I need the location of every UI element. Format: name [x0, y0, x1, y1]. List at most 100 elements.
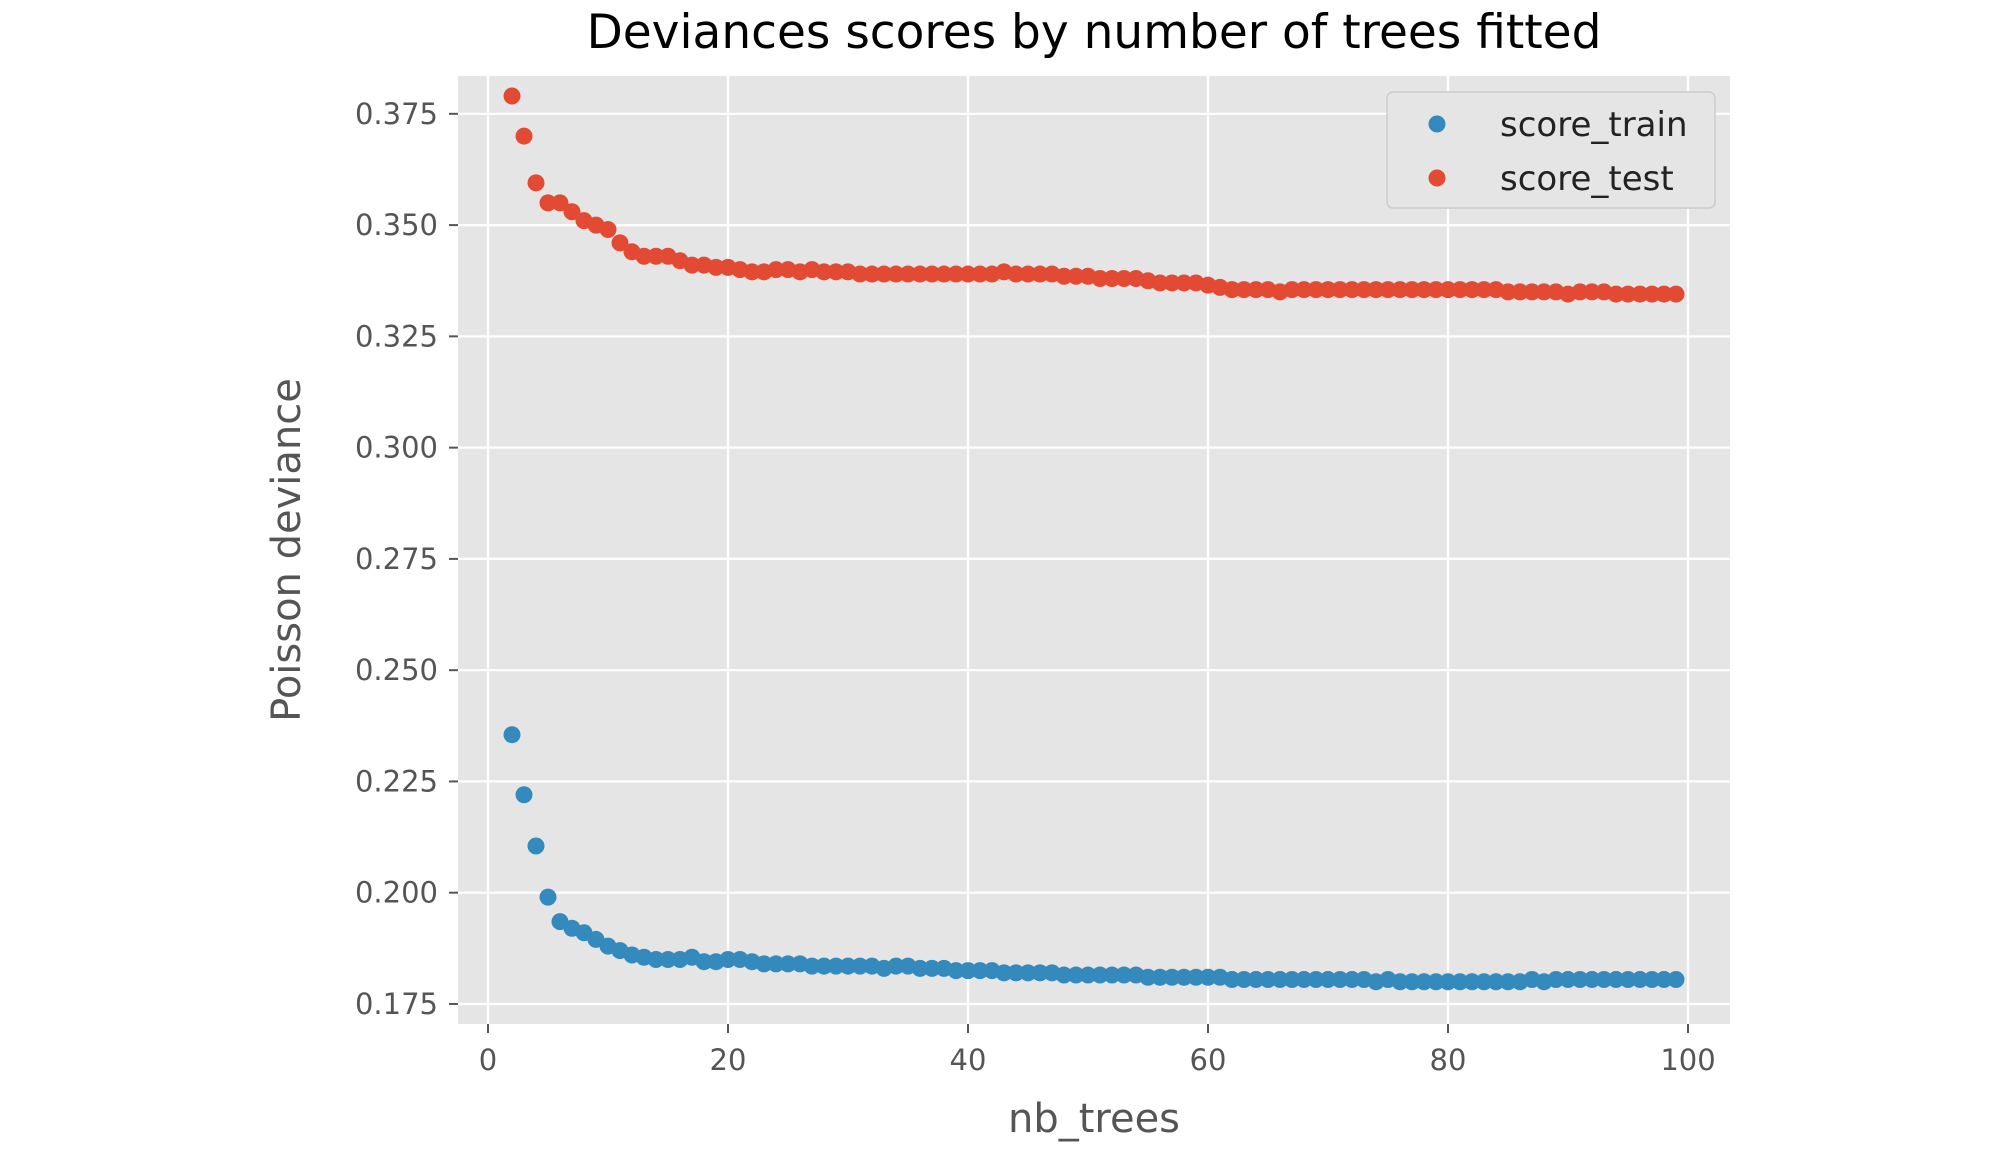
- point-score-train: [755, 955, 773, 973]
- point-score-train: [851, 957, 869, 975]
- point-score-train: [1583, 970, 1601, 988]
- point-score-train: [1403, 973, 1421, 991]
- point-score-train: [1151, 968, 1169, 986]
- point-score-train: [527, 837, 545, 855]
- point-score-test: [515, 127, 533, 145]
- point-score-test: [707, 258, 725, 276]
- point-score-train: [1463, 973, 1481, 991]
- point-score-train: [1571, 970, 1589, 988]
- point-score-test: [1619, 285, 1637, 303]
- point-score-test: [899, 265, 917, 283]
- x-tick-label: 100: [1660, 1043, 1715, 1077]
- point-score-test: [1571, 283, 1589, 301]
- point-score-test: [683, 256, 701, 274]
- point-score-train: [971, 962, 989, 980]
- y-tick-label: 0.300: [355, 431, 438, 465]
- point-score-test: [1667, 285, 1685, 303]
- point-score-train: [1007, 964, 1025, 982]
- point-score-test: [1331, 281, 1349, 299]
- point-score-train: [719, 950, 737, 968]
- point-score-test: [1007, 265, 1025, 283]
- point-score-train: [1487, 973, 1505, 991]
- y-tick-label: 0.350: [355, 208, 438, 242]
- point-score-test: [1367, 281, 1385, 299]
- point-score-train: [1499, 973, 1517, 991]
- point-score-test: [1463, 281, 1481, 299]
- legend-marker-score-train: [1428, 115, 1446, 133]
- point-score-train: [1187, 968, 1205, 986]
- point-score-train: [995, 964, 1013, 982]
- point-score-train: [1019, 964, 1037, 982]
- point-score-train: [1247, 970, 1265, 988]
- point-score-test: [1319, 281, 1337, 299]
- point-score-test: [1175, 274, 1193, 292]
- point-score-test: [1247, 281, 1265, 299]
- point-score-train: [647, 950, 665, 968]
- point-score-train: [1223, 970, 1241, 988]
- point-score-train: [1391, 973, 1409, 991]
- point-score-train: [1295, 970, 1313, 988]
- point-score-train: [959, 962, 977, 980]
- point-score-train: [503, 726, 521, 744]
- point-score-train: [695, 953, 713, 971]
- legend-box: [1386, 91, 1716, 209]
- point-score-train: [1343, 970, 1361, 988]
- point-score-train: [1055, 966, 1073, 984]
- point-score-train: [887, 957, 905, 975]
- point-score-test: [911, 265, 929, 283]
- point-score-test: [551, 194, 569, 212]
- point-score-test: [1019, 265, 1037, 283]
- point-score-test: [539, 194, 557, 212]
- point-score-train: [1667, 970, 1685, 988]
- point-score-test: [815, 263, 833, 281]
- point-score-test: [851, 265, 869, 283]
- point-score-train: [1079, 966, 1097, 984]
- point-score-test: [1475, 281, 1493, 299]
- point-score-test: [959, 265, 977, 283]
- point-score-train: [1235, 970, 1253, 988]
- point-score-train: [1427, 973, 1445, 991]
- point-score-train: [1331, 970, 1349, 988]
- point-score-test: [1115, 270, 1133, 288]
- point-score-test: [1631, 285, 1649, 303]
- point-score-train: [1067, 966, 1085, 984]
- x-tick-label: 40: [950, 1043, 987, 1077]
- point-score-test: [1355, 281, 1373, 299]
- point-score-test: [1343, 281, 1361, 299]
- point-score-train: [1415, 973, 1433, 991]
- point-score-test: [503, 87, 521, 105]
- point-score-train: [1175, 968, 1193, 986]
- point-score-train: [539, 888, 557, 906]
- point-score-test: [1307, 281, 1325, 299]
- grid-lines: [458, 76, 1730, 1024]
- point-score-test: [1163, 274, 1181, 292]
- point-score-train: [1547, 970, 1565, 988]
- point-score-train: [779, 955, 797, 973]
- point-score-train: [1559, 970, 1577, 988]
- point-score-test: [1391, 281, 1409, 299]
- point-score-test: [527, 174, 545, 192]
- point-score-train: [1595, 970, 1613, 988]
- x-tick-label: 60: [1190, 1043, 1227, 1077]
- y-tick-label: 0.325: [355, 319, 438, 353]
- x-tick-label: 80: [1430, 1043, 1467, 1077]
- point-score-test: [1235, 281, 1253, 299]
- point-score-test: [947, 265, 965, 283]
- point-score-test: [1295, 281, 1313, 299]
- point-score-train: [1631, 970, 1649, 988]
- point-score-train: [1307, 970, 1325, 988]
- point-score-train: [1283, 970, 1301, 988]
- point-score-train: [1475, 973, 1493, 991]
- point-score-test: [1091, 270, 1109, 288]
- point-score-train: [1451, 973, 1469, 991]
- legend-marker-score-test: [1428, 169, 1446, 187]
- point-score-train: [1115, 966, 1133, 984]
- point-score-test: [1379, 281, 1397, 299]
- point-score-train: [1091, 966, 1109, 984]
- point-score-train: [1031, 964, 1049, 982]
- y-tick-label: 0.275: [355, 542, 438, 576]
- point-score-test: [971, 265, 989, 283]
- y-tick-label: 0.225: [355, 764, 438, 798]
- point-score-test: [1451, 281, 1469, 299]
- point-score-train: [815, 957, 833, 975]
